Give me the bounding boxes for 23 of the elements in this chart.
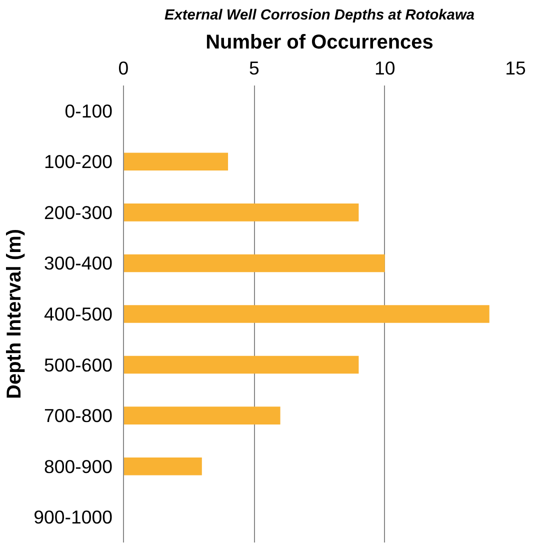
y-tick-label: 800-900 <box>44 456 112 477</box>
bar <box>124 406 280 424</box>
bar <box>124 254 385 272</box>
y-tick-label: 900-1000 <box>34 506 112 528</box>
x-tick-label: 10 <box>374 58 396 78</box>
y-tick-label: 400-500 <box>44 304 112 324</box>
bar <box>124 305 490 323</box>
y-tick-label: 500-600 <box>44 354 112 376</box>
bar <box>124 457 202 476</box>
x-tick-label: 15 <box>505 58 526 78</box>
x-tick-label: 0 <box>118 58 129 78</box>
y-tick-label: 100-200 <box>44 151 112 172</box>
y-tick-label: 0-100 <box>64 100 113 122</box>
bar <box>124 356 359 374</box>
bar <box>124 204 359 222</box>
y-tick-label: 700-800 <box>44 405 112 426</box>
y-axis-title: Depth Interval (m) <box>4 228 26 400</box>
chart-title: External Well Corrosion Depths at Rotokawa <box>164 8 475 24</box>
x-tick-label: 5 <box>248 58 260 78</box>
y-tick-label: 300-400 <box>44 252 112 274</box>
bar <box>124 152 228 171</box>
y-tick-label: 200-300 <box>44 202 112 223</box>
x-axis-title: Number of Occurrences <box>206 32 434 54</box>
